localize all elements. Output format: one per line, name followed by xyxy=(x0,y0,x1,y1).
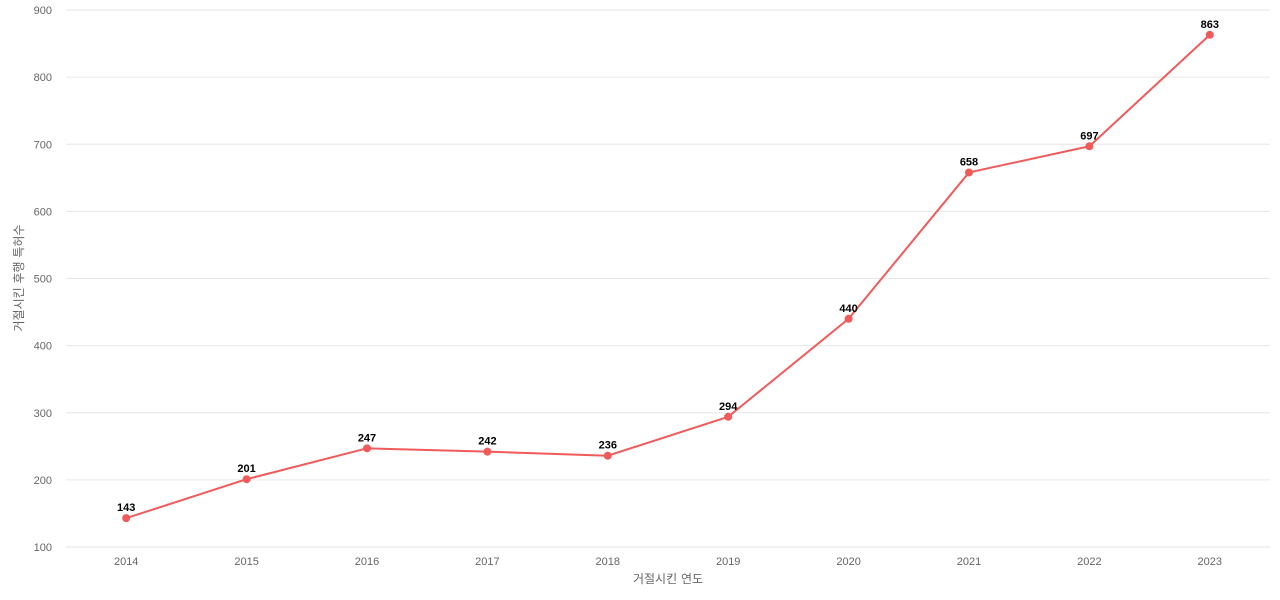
y-tick-label: 300 xyxy=(34,408,52,420)
series-line xyxy=(125,34,1211,520)
data-point[interactable] xyxy=(122,514,131,523)
data-point[interactable] xyxy=(844,314,853,323)
data-label: 143 xyxy=(117,502,135,514)
data-point[interactable] xyxy=(603,451,612,460)
data-point[interactable] xyxy=(724,412,733,421)
data-point[interactable] xyxy=(965,168,973,177)
data-label: 294 xyxy=(719,401,738,413)
data-label: 201 xyxy=(237,463,255,475)
grid xyxy=(66,9,1270,548)
data-label: 658 xyxy=(960,156,978,168)
y-tick-label: 700 xyxy=(34,139,52,151)
y-tick-label: 400 xyxy=(34,341,52,353)
data-point[interactable] xyxy=(1205,30,1214,39)
data-label: 440 xyxy=(839,303,857,315)
data-point[interactable] xyxy=(242,475,251,484)
data-label: 697 xyxy=(1080,130,1098,142)
x-tick-label: 2019 xyxy=(716,556,740,568)
y-tick-label: 200 xyxy=(34,475,52,487)
y-tick-label: 800 xyxy=(34,72,52,84)
data-label: 236 xyxy=(599,440,617,452)
y-axis-ticks: 100 200 300 400 500 600 700 800 900 xyxy=(34,5,52,554)
x-tick-label: 2017 xyxy=(475,556,499,568)
x-axis-title: 거절시킨 연도 xyxy=(633,572,703,586)
data-point[interactable] xyxy=(1085,142,1094,151)
y-tick-label: 600 xyxy=(34,206,52,218)
x-axis-ticks: 2014 2015 2016 2017 2018 2019 2020 2021 2022 2023 xyxy=(114,556,1222,568)
series xyxy=(122,30,1214,523)
y-axis-title: 거절시킨 후행 특허수 xyxy=(11,225,26,332)
data-label: 863 xyxy=(1201,19,1219,31)
x-tick-label: 2023 xyxy=(1198,556,1222,568)
y-tick-label: 500 xyxy=(34,274,52,286)
x-tick-label: 2014 xyxy=(114,556,138,568)
data-labels: 143 201 247 242 236 294 440 658 697 863 xyxy=(117,19,1219,514)
data-point[interactable] xyxy=(483,447,492,456)
data-label: 247 xyxy=(358,432,376,444)
x-tick-label: 2022 xyxy=(1077,556,1101,568)
x-tick-label: 2018 xyxy=(596,556,620,568)
x-tick-label: 2016 xyxy=(355,556,379,568)
data-point[interactable] xyxy=(363,444,371,453)
y-tick-label: 900 xyxy=(34,5,52,17)
x-tick-label: 2015 xyxy=(234,556,258,568)
x-tick-label: 2020 xyxy=(836,556,860,568)
x-tick-label: 2021 xyxy=(957,556,981,568)
y-tick-label: 100 xyxy=(34,542,52,554)
data-label: 242 xyxy=(478,436,496,448)
